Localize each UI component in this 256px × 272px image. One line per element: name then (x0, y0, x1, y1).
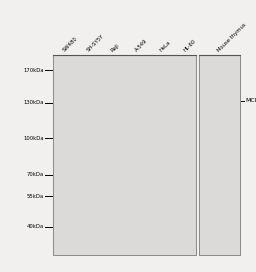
Bar (53, 55, 196, 255)
Text: SW480: SW480 (61, 36, 78, 53)
Text: HL-60: HL-60 (183, 39, 197, 53)
Text: Mouse thymus: Mouse thymus (217, 22, 248, 53)
Text: 130kDa: 130kDa (24, 100, 44, 106)
Bar (199, 55, 240, 255)
Text: 70kDa: 70kDa (27, 172, 44, 178)
Text: Raji: Raji (110, 43, 120, 53)
Bar (53, 55, 196, 255)
Text: 55kDa: 55kDa (27, 193, 44, 199)
Bar (199, 55, 240, 255)
Text: A-549: A-549 (134, 39, 148, 53)
Text: SH-SY5Y: SH-SY5Y (86, 34, 105, 53)
Text: 100kDa: 100kDa (24, 135, 44, 141)
Text: 170kDa: 170kDa (24, 67, 44, 73)
Text: 40kDa: 40kDa (27, 224, 44, 230)
Text: MCM2: MCM2 (245, 98, 256, 104)
Text: HeLa: HeLa (158, 40, 171, 53)
